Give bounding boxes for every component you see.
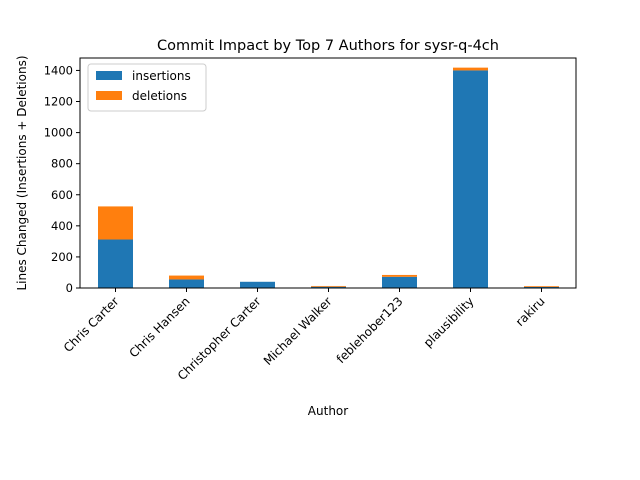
y-tick-label-2: 400 [51,219,73,233]
y-axis-ticks: 0 200 400 600 800 1000 1200 1400 [44,63,80,295]
bar-deletions-3 [311,285,346,287]
x-tick-label-0: Chris Carter [61,294,122,355]
y-tick-label-0: 0 [66,281,73,295]
x-tick-label-6: rakiru [513,294,548,329]
y-tick-label-1: 200 [51,250,73,264]
bar-insertions-2 [240,281,275,288]
bar-deletions-6 [524,286,559,287]
y-tick-label-7: 1400 [44,63,73,77]
bar-deletions-1 [169,275,204,280]
x-tick-label-3: Michael Walker [261,294,335,368]
bar-insertions-0 [98,239,133,288]
y-tick-label-4: 800 [51,157,73,171]
bar-deletions-0 [98,206,133,240]
legend-label-deletions: deletions [132,89,187,103]
y-tick-label-3: 600 [51,188,73,202]
legend-label-insertions: insertions [132,69,191,83]
bar-insertions-3 [311,286,346,288]
chart-title: Commit Impact by Top 7 Authors for sysr-… [157,38,499,54]
legend: insertions deletions [87,63,207,112]
x-tick-label-4: feblehober123 [334,294,406,366]
x-tick-label-5: plausibility [421,294,477,350]
y-axis-label: Lines Changed (Insertions + Deletions) [15,55,29,290]
y-tick-label-6: 1200 [44,95,73,109]
x-axis-label: Author [308,404,348,418]
bars-group [98,67,559,288]
bar-deletions-5 [453,67,488,71]
y-tick-label-5: 1000 [44,126,73,140]
legend-swatch-deletions [96,91,122,100]
bar-insertions-6 [524,286,559,288]
x-tick-label-1: Chris Hansen [126,294,192,360]
bar-insertions-4 [382,276,417,288]
bar-insertions-5 [453,70,488,288]
bar-deletions-4 [382,274,417,277]
legend-swatch-insertions [96,71,122,80]
bar-insertions-1 [169,279,204,288]
